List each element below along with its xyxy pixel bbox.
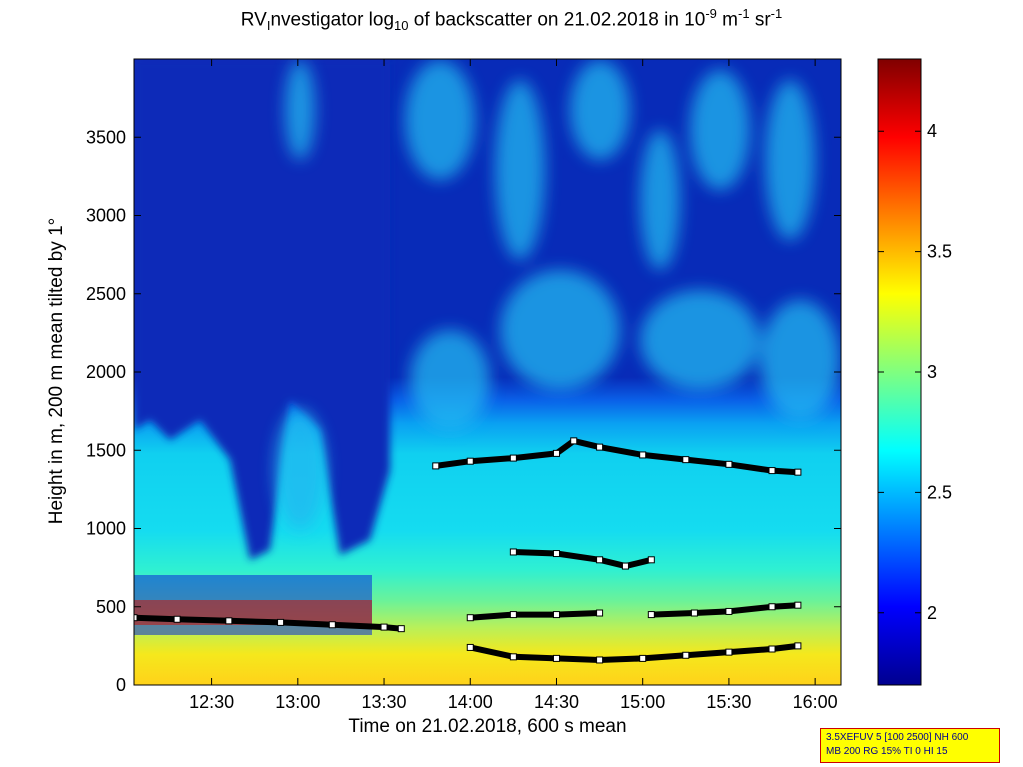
layer-point (174, 616, 180, 622)
layer-point (726, 461, 732, 467)
layer-point (329, 622, 335, 628)
layer-point (683, 652, 689, 658)
x-tick-label: 16:00 (793, 692, 838, 712)
layer-point (795, 469, 801, 475)
y-tick-label: 2000 (86, 362, 126, 382)
layer-point (571, 438, 577, 444)
layer-point (640, 452, 646, 458)
colorbar (878, 59, 921, 685)
layer-point (769, 646, 775, 652)
layer-point (226, 618, 232, 624)
layer-point (597, 557, 603, 563)
layer-point (795, 643, 801, 649)
layer-point (553, 612, 559, 618)
layer-point (398, 626, 404, 632)
colorbar-tick-label: 2 (927, 603, 937, 623)
layer-point (467, 644, 473, 650)
x-tick-label: 13:30 (362, 692, 407, 712)
colorbar-tick-label: 3 (927, 362, 937, 382)
colorbar-tick-label: 2.5 (927, 482, 952, 502)
layer-point (467, 615, 473, 621)
layer-point (648, 612, 654, 618)
y-tick-label: 500 (96, 597, 126, 617)
x-tick-label: 13:00 (275, 692, 320, 712)
layer-point (510, 612, 516, 618)
layer-point (648, 557, 654, 563)
chart-title: RVInvestigator log10 of backscatter on 2… (0, 6, 1023, 33)
layer-point (467, 458, 473, 464)
layer-point (597, 657, 603, 663)
x-axis-label: Time on 21.02.2018, 600 s mean (135, 716, 840, 738)
x-tick-label: 14:30 (534, 692, 579, 712)
layer-point (433, 463, 439, 469)
heatmap (134, 59, 841, 685)
layer-point (726, 649, 732, 655)
layer-point (510, 654, 516, 660)
layer-point (553, 450, 559, 456)
y-tick-label: 0 (116, 675, 126, 695)
y-tick-label: 3500 (86, 127, 126, 147)
layer-point (683, 457, 689, 463)
y-tick-label: 2500 (86, 284, 126, 304)
layer-point (640, 655, 646, 661)
layer-point (553, 655, 559, 661)
settings-info-box: 3.5XEFUV 5 [100 2500] NH 600 MB 200 RG 1… (820, 728, 1000, 763)
layer-point (381, 624, 387, 630)
layer-point (726, 608, 732, 614)
layer-point (510, 455, 516, 461)
y-tick-label: 1000 (86, 519, 126, 539)
x-tick-label: 15:30 (706, 692, 751, 712)
layer-point (795, 602, 801, 608)
info-line-1: 3.5XEFUV 5 [100 2500] NH 600 (826, 731, 999, 745)
colorbar-tick-label: 4 (927, 121, 937, 141)
layer-point (622, 563, 628, 569)
layer-point (553, 551, 559, 557)
x-tick-label: 14:00 (448, 692, 493, 712)
layer-point (769, 468, 775, 474)
x-tick-label: 15:00 (620, 692, 665, 712)
y-tick-label: 1500 (86, 440, 126, 460)
y-axis-label: Height in m, 200 m mean tilted by 1° (46, 218, 68, 524)
x-tick-label: 12:30 (189, 692, 234, 712)
layer-point (691, 610, 697, 616)
layer-point (769, 604, 775, 610)
info-line-2: MB 200 RG 15% TI 0 HI 15 (826, 745, 999, 759)
layer-point (278, 619, 284, 625)
colorbar-tick-label: 3.5 (927, 242, 952, 262)
layer-point (597, 610, 603, 616)
y-tick-label: 3000 (86, 206, 126, 226)
layer-point (510, 549, 516, 555)
layer-point (597, 444, 603, 450)
